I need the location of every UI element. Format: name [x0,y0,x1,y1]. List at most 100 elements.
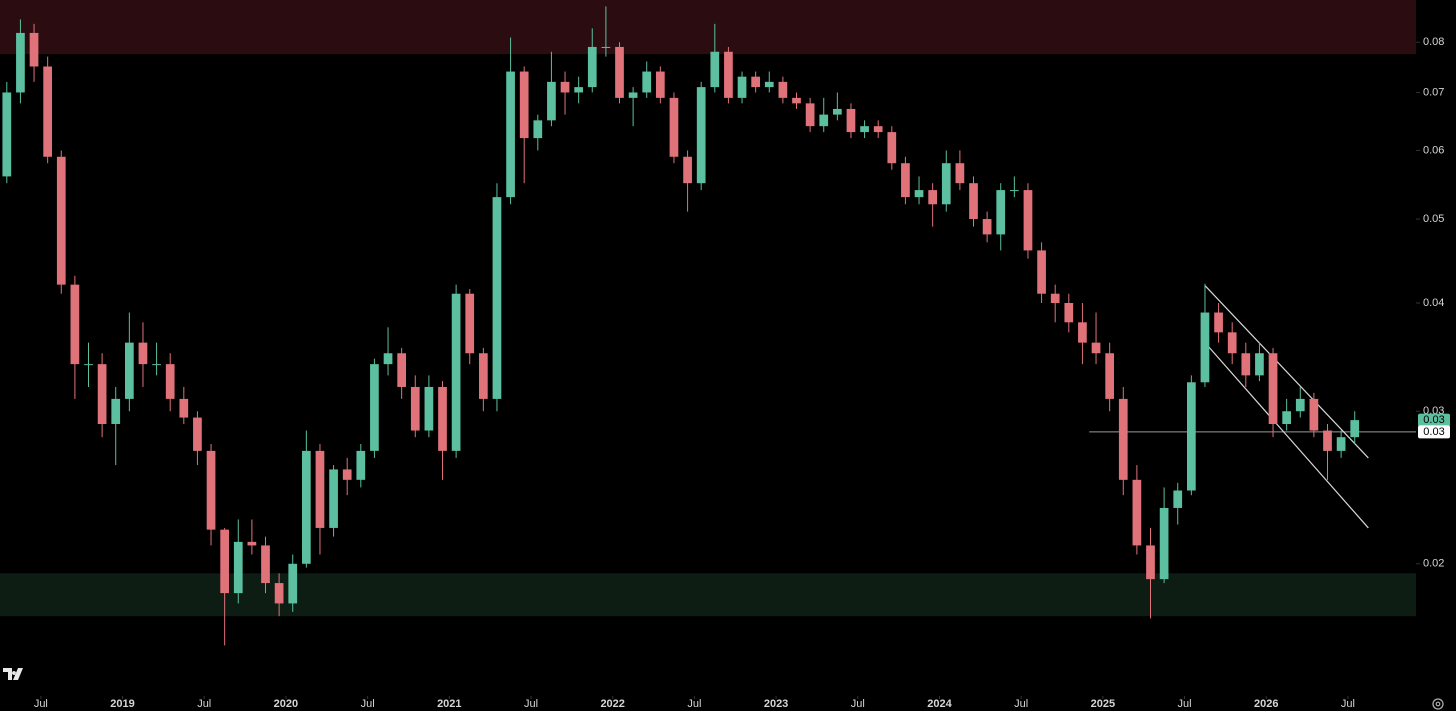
candle [356,443,366,488]
candle [996,183,1006,251]
x-tick-label: 2026 [1254,698,1278,710]
y-tick-label: 0.08 [1423,36,1444,48]
x-tick-label: 2020 [274,698,298,710]
candle-body [669,97,679,157]
candle [1214,303,1223,343]
candle [1105,342,1115,412]
gear [1432,698,1444,710]
candle [438,381,447,480]
x-tick-label: 2022 [600,698,624,710]
candle-body [193,417,202,451]
candle-body [165,364,175,399]
candle-body [29,32,39,67]
candle [519,66,529,184]
candle-body [778,81,788,98]
candle [1255,342,1264,382]
candle [397,347,407,399]
y-tick-label: 0.07 [1423,86,1444,98]
candle-body [846,108,856,133]
x-tick-label: 2019 [110,698,134,710]
candle [179,386,189,424]
candle-body [914,190,924,198]
trendline [1204,285,1369,459]
candle-body [274,583,284,604]
candle-body [247,541,257,546]
candle-body [424,386,434,431]
candle [547,51,556,127]
y-tick-label: 0.04 [1423,297,1444,309]
candle-body [288,563,298,604]
candle-body [1118,398,1128,480]
candle [901,156,910,205]
candle [955,150,965,191]
candle-body [574,87,584,93]
candle [329,465,338,537]
candle-body [860,126,869,133]
candle [1323,423,1332,480]
candle [982,211,992,243]
candle [315,443,325,555]
candle [1037,242,1046,304]
candle [710,23,720,93]
candle-body [751,76,761,88]
candle [805,97,815,133]
candle-body [84,364,93,366]
y-tick-label: 0.06 [1423,144,1444,156]
x-tick-label: 2025 [1091,698,1115,710]
candle-body [1200,312,1210,383]
candle [941,150,951,212]
candle [1009,176,1019,198]
candle-body [1241,353,1251,376]
candle-body [1009,190,1019,192]
candle-body [1105,353,1115,399]
logo-shape [3,668,23,680]
candle-body [410,386,420,431]
hline-price-box [1418,425,1450,439]
candle [928,183,938,227]
candle-body [683,156,692,184]
candle [642,61,652,98]
tv-logo[interactable] [3,668,23,680]
candle-body [560,81,570,93]
candle-body [506,71,515,198]
candle [1227,322,1237,365]
candle [887,126,897,170]
candle [1050,284,1060,323]
candle-body [1146,545,1155,580]
candle [247,519,257,555]
candle [669,92,679,164]
candle-body [233,541,243,594]
x-tick-label: Jul [34,698,48,710]
candle [206,443,216,546]
settings-icon[interactable] [1432,698,1444,710]
candle [1159,487,1169,584]
candle [465,289,475,365]
zone [0,0,1416,55]
candle-body [152,364,161,366]
candle [832,92,842,121]
candle-body [492,197,502,399]
candle [274,573,284,617]
candle-body [615,46,624,98]
candle-body [56,156,66,285]
candle-body [43,66,53,157]
candle [1282,398,1292,431]
candle-body [533,120,543,139]
candle [751,71,761,93]
candle-body [451,293,461,451]
x-tick-label: Jul [851,698,865,710]
candle [152,342,161,376]
candle-body [655,71,665,98]
candle [1132,465,1142,555]
candle-body [737,76,747,98]
candle [683,150,692,212]
candle-body [1132,479,1142,546]
candle-body [1295,398,1305,412]
candle-body [1078,322,1087,343]
candle-body [873,126,883,133]
candle [506,37,515,205]
candle-body [832,108,842,115]
x-tick-label: Jul [687,698,701,710]
candle-body [1173,490,1183,508]
